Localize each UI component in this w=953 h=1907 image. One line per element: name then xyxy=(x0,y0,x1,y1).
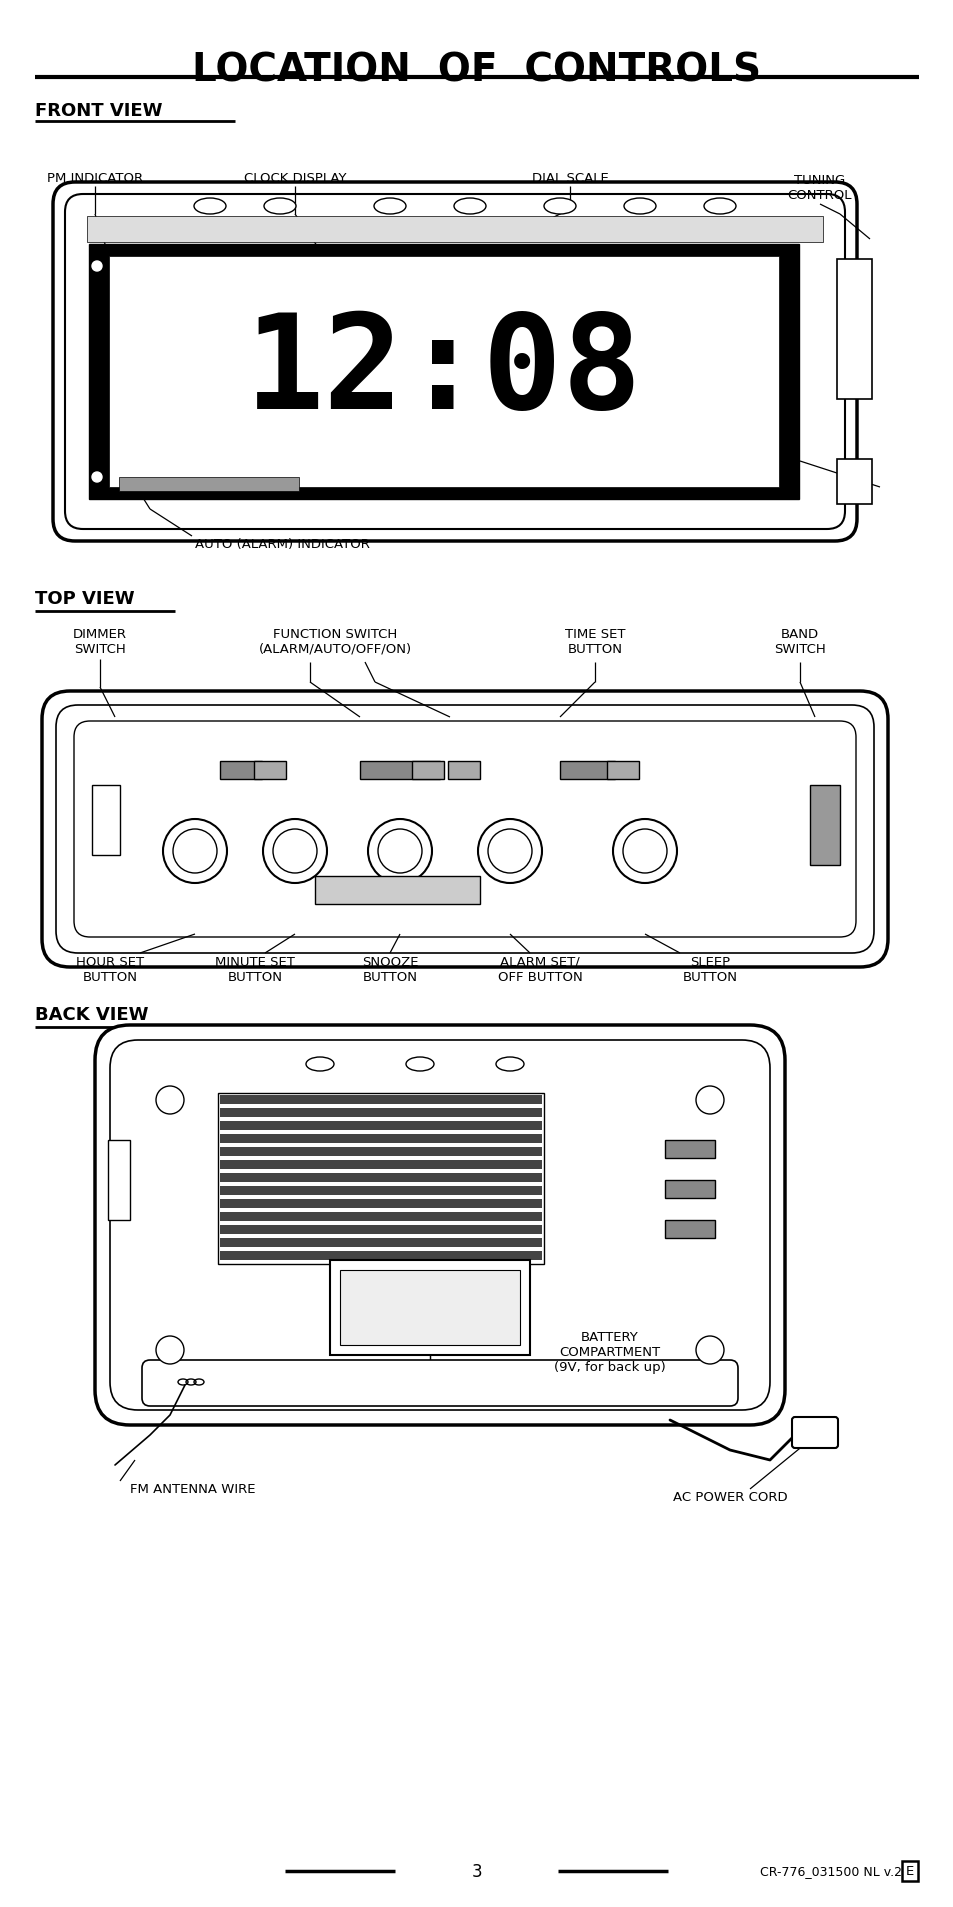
Bar xyxy=(253,761,286,780)
Bar xyxy=(606,761,639,780)
Bar xyxy=(218,1093,544,1264)
Bar xyxy=(220,1251,542,1261)
Text: VOLUME
CONTROL: VOLUME CONTROL xyxy=(727,461,791,490)
Ellipse shape xyxy=(623,198,656,215)
Text: E: E xyxy=(905,1865,913,1878)
Circle shape xyxy=(156,1337,184,1364)
Bar xyxy=(664,1220,714,1238)
Bar xyxy=(220,1135,542,1144)
Circle shape xyxy=(368,820,432,883)
Text: FUNCTION SWITCH
(ALARM/AUTO/OFF/ON): FUNCTION SWITCH (ALARM/AUTO/OFF/ON) xyxy=(258,627,411,656)
Ellipse shape xyxy=(406,1058,434,1072)
Text: AUTO (ALARM) INDICATOR: AUTO (ALARM) INDICATOR xyxy=(194,538,370,551)
Bar xyxy=(109,257,779,488)
Bar xyxy=(220,1186,542,1196)
Text: 12:08: 12:08 xyxy=(245,309,642,437)
FancyBboxPatch shape xyxy=(142,1360,738,1405)
Circle shape xyxy=(91,261,102,273)
Bar xyxy=(119,479,298,492)
Circle shape xyxy=(91,473,102,482)
Text: BAND
SWITCH: BAND SWITCH xyxy=(773,627,825,656)
Bar xyxy=(559,761,615,780)
Bar xyxy=(108,1140,130,1220)
Circle shape xyxy=(477,820,541,883)
Bar xyxy=(448,761,479,780)
Ellipse shape xyxy=(193,198,226,215)
Text: HOUR SET
BUTTON: HOUR SET BUTTON xyxy=(76,955,144,984)
Circle shape xyxy=(172,830,216,873)
Text: LOCATION  OF  CONTROLS: LOCATION OF CONTROLS xyxy=(193,51,760,90)
Text: BATTERY
COMPARTMENT
(9V, for back up): BATTERY COMPARTMENT (9V, for back up) xyxy=(554,1331,665,1373)
FancyBboxPatch shape xyxy=(74,721,855,938)
Circle shape xyxy=(156,1087,184,1114)
Bar xyxy=(314,877,479,904)
Text: BACK VIEW: BACK VIEW xyxy=(35,1005,149,1024)
Bar xyxy=(220,1121,542,1131)
Bar xyxy=(339,1270,519,1344)
Circle shape xyxy=(622,830,666,873)
FancyBboxPatch shape xyxy=(791,1417,837,1447)
FancyBboxPatch shape xyxy=(42,692,887,967)
FancyBboxPatch shape xyxy=(53,183,856,542)
Ellipse shape xyxy=(543,198,576,215)
Text: DIAL SCALE: DIAL SCALE xyxy=(531,172,608,185)
Text: MINUTE SET
BUTTON: MINUTE SET BUTTON xyxy=(214,955,294,984)
Text: TUNING
CONTROL: TUNING CONTROL xyxy=(787,174,851,202)
Ellipse shape xyxy=(454,198,485,215)
Circle shape xyxy=(696,1337,723,1364)
Bar xyxy=(220,1173,542,1182)
Text: CR-776_031500 NL v.2: CR-776_031500 NL v.2 xyxy=(760,1865,901,1878)
FancyBboxPatch shape xyxy=(95,1026,784,1425)
Bar xyxy=(664,1180,714,1198)
Bar xyxy=(220,1108,542,1118)
Circle shape xyxy=(696,1087,723,1114)
Bar xyxy=(330,1261,530,1356)
Text: TIME SET
BUTTON: TIME SET BUTTON xyxy=(564,627,624,656)
Text: PM INDICATOR: PM INDICATOR xyxy=(47,172,143,185)
Bar xyxy=(220,1213,542,1220)
Text: TOP VIEW: TOP VIEW xyxy=(35,589,134,608)
FancyBboxPatch shape xyxy=(56,706,873,954)
Circle shape xyxy=(263,820,327,883)
Bar xyxy=(220,1148,542,1156)
FancyBboxPatch shape xyxy=(65,195,844,530)
Text: ALARM SET/
OFF BUTTON: ALARM SET/ OFF BUTTON xyxy=(497,955,581,984)
Circle shape xyxy=(377,830,421,873)
Bar xyxy=(809,786,840,866)
Bar xyxy=(220,761,262,780)
Bar xyxy=(220,1238,542,1247)
Bar xyxy=(359,761,439,780)
Bar xyxy=(664,1140,714,1158)
Bar xyxy=(87,217,822,242)
Bar xyxy=(220,1226,542,1234)
Text: CLOCK DISPLAY: CLOCK DISPLAY xyxy=(244,172,346,185)
Bar xyxy=(412,761,443,780)
Ellipse shape xyxy=(703,198,735,215)
Bar xyxy=(89,244,799,500)
FancyBboxPatch shape xyxy=(110,1041,769,1411)
Ellipse shape xyxy=(374,198,406,215)
Ellipse shape xyxy=(496,1058,523,1072)
Circle shape xyxy=(273,830,316,873)
Circle shape xyxy=(488,830,532,873)
Bar xyxy=(836,460,871,505)
Bar xyxy=(836,259,871,400)
Circle shape xyxy=(613,820,677,883)
Bar xyxy=(91,786,120,856)
Bar xyxy=(220,1095,542,1104)
Bar xyxy=(220,1159,542,1169)
Text: SLEEP
BUTTON: SLEEP BUTTON xyxy=(681,955,737,984)
Ellipse shape xyxy=(264,198,295,215)
Text: FRONT VIEW: FRONT VIEW xyxy=(35,101,162,120)
Text: 3: 3 xyxy=(471,1861,482,1880)
Text: AC POWER CORD: AC POWER CORD xyxy=(672,1489,786,1503)
Circle shape xyxy=(163,820,227,883)
Text: DIMMER
SWITCH: DIMMER SWITCH xyxy=(73,627,127,656)
Text: SNOOZE
BUTTON: SNOOZE BUTTON xyxy=(361,955,417,984)
Bar xyxy=(220,1200,542,1209)
Ellipse shape xyxy=(306,1058,334,1072)
Text: FM ANTENNA WIRE: FM ANTENNA WIRE xyxy=(130,1482,255,1495)
